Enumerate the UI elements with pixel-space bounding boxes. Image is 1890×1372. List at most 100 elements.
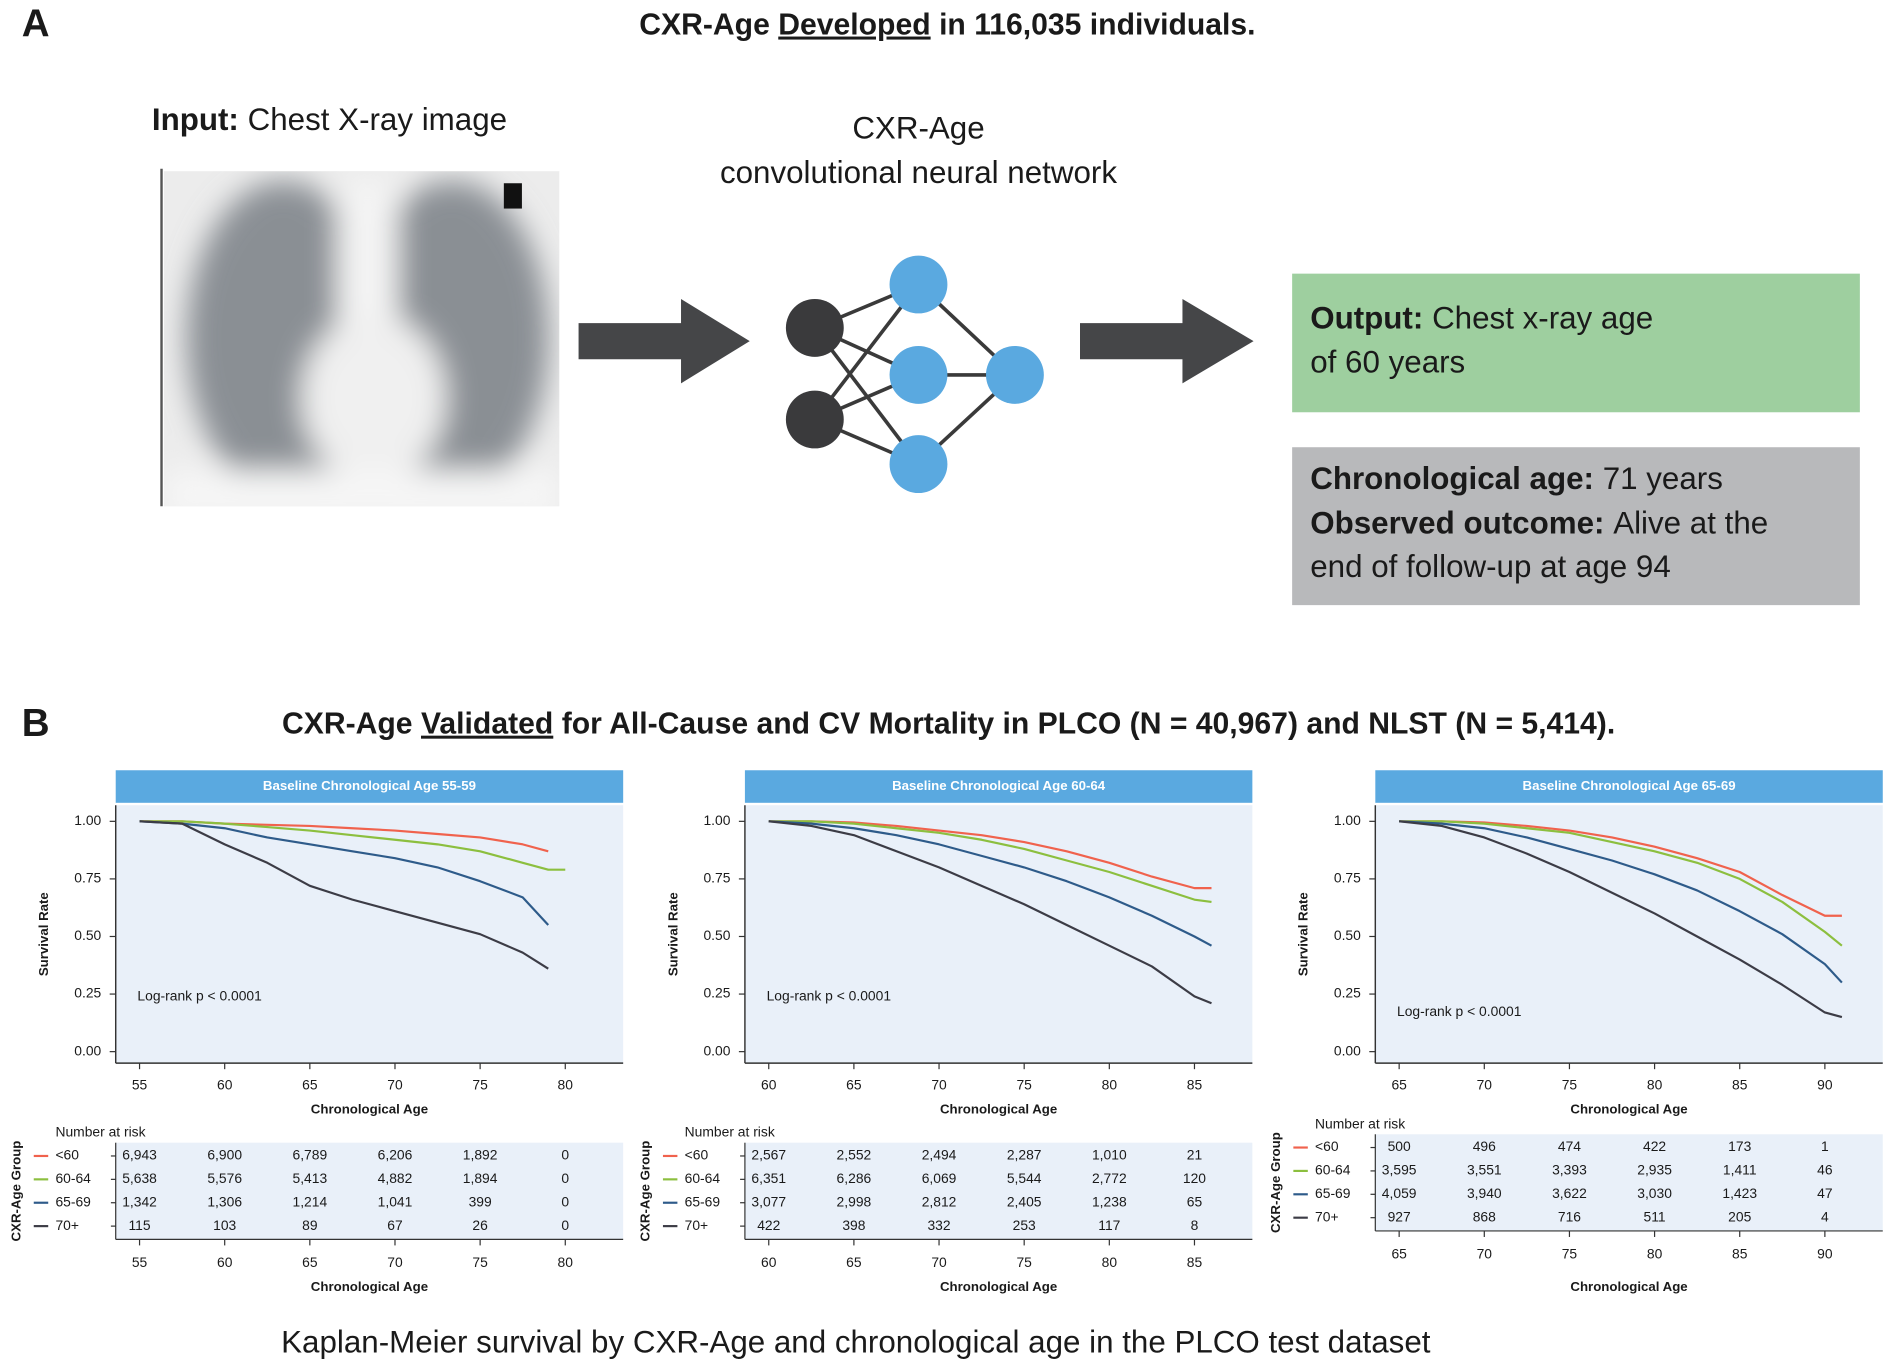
risk-value: 3,551 — [1467, 1162, 1502, 1178]
risk-x-tick-label: 60 — [217, 1254, 233, 1270]
title-part: CXR-Age — [282, 708, 413, 741]
x-tick-label: 80 — [1102, 1077, 1118, 1093]
risk-value: 500 — [1388, 1138, 1411, 1154]
legend-label: 60-64 — [1315, 1162, 1351, 1178]
risk-x-tick-label: 85 — [1187, 1254, 1203, 1270]
title-part: in 116,035 individuals. — [939, 9, 1255, 42]
risk-value: 1,342 — [122, 1193, 157, 1209]
legend-label: 60-64 — [685, 1170, 721, 1186]
legend-label: 65-69 — [1315, 1185, 1351, 1201]
output-box — [1292, 273, 1860, 413]
risk-value: 2,772 — [1092, 1170, 1127, 1186]
risk-x-tick-label: 85 — [1732, 1246, 1748, 1262]
y-tick-label: 0.25 — [1334, 985, 1361, 1001]
risk-x-tick-label: 65 — [1391, 1246, 1407, 1262]
risk-value: 1,894 — [463, 1170, 498, 1186]
risk-value: 0 — [561, 1147, 569, 1163]
x-axis-label: Chronological Age — [1570, 1102, 1687, 1117]
y-tick-label: 0.75 — [703, 870, 730, 886]
x-tick-label: 65 — [1391, 1077, 1407, 1093]
risk-value: 3,030 — [1637, 1185, 1672, 1201]
risk-value: 1,214 — [292, 1193, 327, 1209]
output-bold: Output: — [1310, 301, 1423, 336]
risk-value: 6,789 — [292, 1147, 327, 1163]
legend-label: 70+ — [685, 1217, 709, 1233]
risk-table-area — [115, 1142, 624, 1240]
output-text: Output: Chest x-ray age — [1310, 301, 1653, 336]
risk-value: 1,238 — [1092, 1193, 1127, 1209]
y-axis-label: Survival Rate — [1296, 892, 1311, 976]
risk-value: 2,998 — [837, 1193, 872, 1209]
panel-a-title: CXR-Age Developed in 116,035 individuals. — [639, 9, 1255, 42]
output-line: Chest x-ray age — [1432, 301, 1653, 336]
caption: Kaplan-Meier survival by CXR-Age and chr… — [281, 1324, 1431, 1359]
risk-value: 422 — [1643, 1138, 1666, 1154]
risk-value: 2,935 — [1637, 1162, 1672, 1178]
risk-value: 65 — [1187, 1193, 1203, 1209]
risk-value: 4,882 — [378, 1170, 413, 1186]
risk-value: 117 — [1098, 1217, 1120, 1233]
risk-x-tick-label: 60 — [761, 1254, 777, 1270]
survival-curve — [1399, 820, 1843, 947]
y-tick-label: 0.00 — [1334, 1042, 1361, 1058]
risk-value: 927 — [1388, 1208, 1411, 1224]
risk-value: 6,206 — [378, 1147, 413, 1163]
risk-value: 5,638 — [122, 1170, 157, 1186]
risk-value: 3,940 — [1467, 1185, 1502, 1201]
risk-table-area — [744, 1142, 1253, 1240]
risk-value: 1,411 — [1723, 1162, 1757, 1178]
risk-title: Number at risk — [1315, 1115, 1405, 1131]
risk-x-tick-label: 65 — [846, 1254, 862, 1270]
risk-value: 6,069 — [922, 1170, 957, 1186]
risk-value: 1,041 — [378, 1193, 413, 1209]
y-tick-label: 1.00 — [1334, 812, 1361, 828]
panel-header — [1375, 770, 1883, 803]
risk-value: 2,405 — [1007, 1193, 1042, 1209]
xray-image — [160, 168, 560, 507]
survival-curve — [1399, 820, 1843, 984]
risk-value: 5,544 — [1007, 1170, 1042, 1186]
network-subtitle: convolutional neural network — [720, 155, 1117, 190]
risk-value: 89 — [302, 1217, 318, 1233]
risk-value: 6,351 — [751, 1170, 786, 1186]
x-tick-label: 90 — [1817, 1077, 1833, 1093]
risk-value: 5,413 — [292, 1170, 327, 1186]
input-bold: Input: — [152, 102, 239, 137]
legend-label: 70+ — [1315, 1208, 1339, 1224]
risk-title: Number at risk — [685, 1124, 775, 1140]
risk-value: 47 — [1817, 1185, 1833, 1201]
risk-x-tick-label: 90 — [1817, 1246, 1833, 1262]
panel-header-text: Baseline Chronological Age 55-59 — [263, 778, 476, 793]
x-tick-label: 85 — [1732, 1077, 1748, 1093]
risk-value: 0 — [561, 1193, 569, 1209]
title-underlined: Developed — [778, 9, 930, 42]
survival-curve — [1399, 820, 1843, 1019]
risk-x-tick-label: 80 — [558, 1254, 574, 1270]
age-bold: Chronological age: — [1310, 461, 1594, 496]
x-tick-label: 75 — [1016, 1077, 1032, 1093]
risk-x-label: Chronological Age — [311, 1279, 428, 1294]
risk-value: 173 — [1728, 1138, 1751, 1154]
title-underlined: Validated — [421, 708, 553, 741]
title-part: CXR-Age — [639, 9, 770, 42]
risk-y-label: CXR-Age Group — [1268, 1132, 1283, 1233]
survival-curve — [139, 820, 566, 871]
risk-value: 474 — [1558, 1138, 1581, 1154]
risk-value: 0 — [561, 1217, 569, 1233]
y-tick-label: 1.00 — [74, 812, 101, 828]
x-tick-label: 80 — [558, 1077, 574, 1093]
plot-area — [1375, 805, 1883, 1064]
risk-x-tick-label: 70 — [1477, 1246, 1493, 1262]
x-tick-label: 75 — [1562, 1077, 1578, 1093]
risk-y-label: CXR-Age Group — [638, 1141, 653, 1242]
risk-x-tick-label: 70 — [931, 1254, 947, 1270]
x-tick-label: 60 — [217, 1077, 233, 1093]
risk-value: 2,552 — [837, 1147, 872, 1163]
risk-value: 4,059 — [1382, 1185, 1417, 1201]
risk-x-label: Chronological Age — [940, 1279, 1057, 1294]
risk-value: 3,622 — [1552, 1185, 1587, 1201]
annotation: Log-rank p < 0.0001 — [137, 988, 262, 1004]
panel-header — [115, 770, 624, 803]
x-tick-label: 70 — [387, 1077, 403, 1093]
